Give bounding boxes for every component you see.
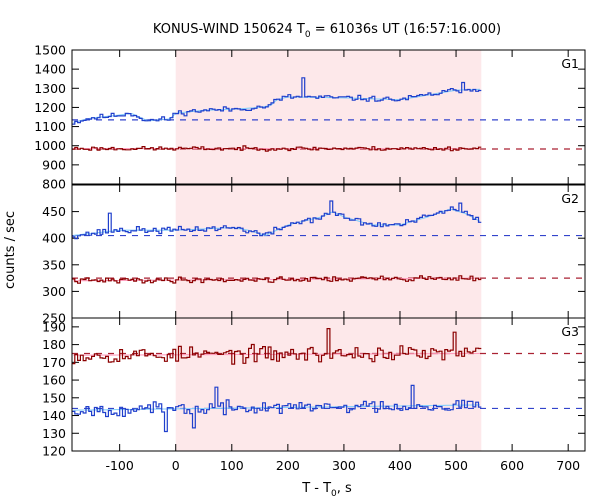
y-tick-label: 170 [42,355,66,370]
y-tick-label: 150 [42,390,66,405]
panel-g1: 800 900 1000 1100 1200 1300 1400 1500 G1 [34,43,586,192]
panel-label: G3 [561,324,579,339]
x-tick-label: 400 [388,458,412,473]
y-tick-label: 400 [42,231,66,246]
svg-text:KONUS-WIND 150624 T0 = 61036s: KONUS-WIND 150624 T0 = 61036s UT (16:57:… [153,22,501,40]
series-1-counts [72,77,482,125]
series-1-counts [72,328,482,365]
x-axis-title-suffix: , s [337,481,352,496]
x-tick-label: 200 [276,458,300,473]
y-tick-label: 300 [42,284,66,299]
x-tick-label: 700 [556,458,580,473]
shaded-interval [175,50,482,184]
x-axis-title: T - T0, s [301,481,352,499]
y-tick-label: 180 [42,337,66,352]
y-tick-label: 1200 [34,100,66,115]
y-tick-label: 900 [42,157,66,172]
y-tick-label: 450 [42,204,66,219]
x-axis-title-subscript: 0 [331,489,337,499]
x-tick-label: 600 [500,458,524,473]
y-tick-label: 160 [42,373,66,388]
panel-g2: 250 300 350 400 450 G2 [42,184,586,326]
chart-title-subscript: 0 [305,30,311,40]
panel-label: G1 [561,56,579,71]
y-tick-label: 190 [42,319,66,334]
shaded-interval [175,318,482,451]
y-tick-label: 1500 [34,43,66,58]
panel-g3: 120 130 140 150 160 170 180 190 G3 [42,317,586,459]
x-tick-label: 0 [172,458,180,473]
y-tick-label: 1300 [34,81,66,96]
panels: 800900100011001200130014001500G125030035… [34,43,586,473]
panel-label: G2 [561,191,579,206]
x-tick-label: -100 [105,458,133,473]
y-tick-label: 1000 [34,138,66,153]
y-tick-label: 140 [42,408,66,423]
y-tick-label: 350 [42,257,66,272]
x-tick-label: 300 [332,458,356,473]
y-tick-label: 1100 [34,119,66,134]
y-tick-label: 250 [42,311,66,326]
y-tick-label: 130 [42,426,66,441]
x-tick-label: 100 [220,458,244,473]
chart-title: KONUS-WIND 150624 T0 = 61036s UT (16:57:… [153,22,501,40]
chart-title-prefix: KONUS-WIND 150624 T [153,22,305,37]
y-tick-label: 800 [42,177,66,192]
y-tick-label: 1400 [34,62,66,77]
panel-frame [71,49,586,185]
y-axis-title: counts / sec [3,211,18,289]
x-tick-label: 500 [444,458,468,473]
series-2-counts [72,275,482,284]
series-2-counts [72,384,482,433]
panel-frame [71,317,586,452]
y-tick-label: 120 [42,444,66,459]
chart-title-suffix: = 61036s UT (16:57:16.000) [311,22,501,37]
x-axis-title-prefix: T - T [301,481,331,496]
series-2-fit [73,404,480,411]
svg-text:T - T0, s: T - T0, s [301,481,352,499]
series-2-counts [72,145,482,152]
series-1-counts [72,200,482,240]
shaded-interval [175,185,482,318]
